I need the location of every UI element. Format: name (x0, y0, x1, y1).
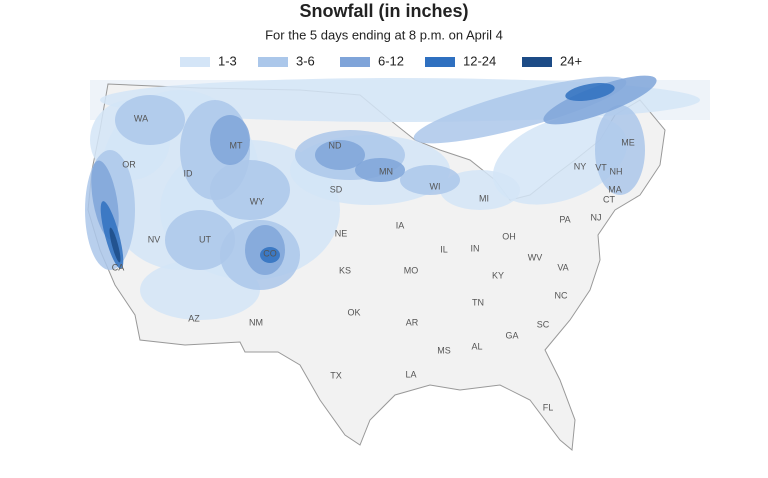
state-label: IL (440, 244, 448, 254)
legend-swatch (180, 57, 210, 67)
legend-swatch (258, 57, 288, 67)
state-label: MO (404, 265, 419, 275)
snow-area (115, 95, 185, 145)
state-label: AL (471, 341, 482, 351)
state-label: WA (134, 113, 148, 123)
state-label: NM (249, 317, 263, 327)
state-label: KY (492, 270, 504, 280)
state-label: VA (557, 262, 568, 272)
state-label: VT (595, 162, 607, 172)
state-label: ID (184, 168, 194, 178)
state-label: ND (329, 140, 342, 150)
state-label: AR (406, 317, 419, 327)
state-labels: WA OR ID MT ND MN SD WY WI MI NV UT CO NE IA IL IN OH PA NY… (112, 113, 635, 412)
state-label: WY (250, 196, 265, 206)
snow-area (210, 160, 290, 220)
legend: 1-3 3-6 6-12 12-24 24+ (180, 53, 582, 68)
state-label: LA (405, 369, 416, 379)
legend-swatch (340, 57, 370, 67)
snow-area (400, 165, 460, 195)
snow-area (315, 140, 365, 170)
state-label: NY (574, 161, 587, 171)
state-label: KS (339, 265, 351, 275)
legend-label: 24+ (560, 53, 582, 68)
state-label: CA (112, 262, 125, 272)
legend-label: 3-6 (296, 53, 315, 68)
state-label: IA (396, 220, 405, 230)
state-label: NJ (591, 212, 602, 222)
state-label: SC (537, 319, 550, 329)
snow-area (492, 115, 628, 205)
subtitle: For the 5 days ending at 8 p.m. on April… (265, 27, 503, 42)
legend-label: 12-24 (463, 53, 496, 68)
state-label: TN (472, 297, 484, 307)
state-label: PA (559, 214, 570, 224)
title: Snowfall (in inches) (299, 1, 468, 21)
state-label: OR (122, 159, 136, 169)
state-label: MS (437, 345, 451, 355)
state-label: GA (505, 330, 518, 340)
snow-area (165, 210, 235, 270)
state-label: MA (608, 184, 622, 194)
state-label: MN (379, 166, 393, 176)
state-label: IN (471, 243, 480, 253)
state-label: NE (335, 228, 348, 238)
state-label: CT (603, 194, 615, 204)
state-label: ME (621, 137, 635, 147)
snow-area (543, 75, 657, 125)
snow-area (210, 115, 250, 165)
snow-area (355, 158, 405, 182)
state-label: MT (230, 140, 243, 150)
state-label: OH (502, 231, 516, 241)
state-label: WV (528, 252, 543, 262)
state-label: TX (330, 370, 342, 380)
legend-label: 1-3 (218, 53, 237, 68)
snow-area (565, 83, 615, 101)
legend-label: 6-12 (378, 53, 404, 68)
state-label: MI (479, 193, 489, 203)
state-label: WI (430, 181, 441, 191)
state-label: NV (148, 234, 161, 244)
snow-area (260, 247, 280, 263)
state-label: FL (543, 402, 554, 412)
state-label: UT (199, 234, 211, 244)
legend-swatch (425, 57, 455, 67)
legend-swatch (522, 57, 552, 67)
state-label: NH (610, 166, 623, 176)
state-label: AZ (188, 313, 200, 323)
state-label: SD (330, 184, 343, 194)
snow-area (109, 227, 121, 263)
state-label: CO (263, 248, 277, 258)
snow-area (595, 105, 645, 195)
snow-layer (85, 75, 700, 320)
state-label: OK (347, 307, 360, 317)
state-label: NC (555, 290, 568, 300)
